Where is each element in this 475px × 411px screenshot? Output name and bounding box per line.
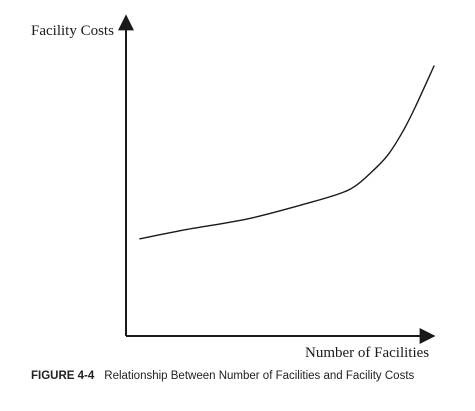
x-axis-label: Number of Facilities (305, 345, 430, 361)
figure-caption: FIGURE 4-4 Relationship Between Number of… (31, 369, 431, 384)
series-line-0 (139, 65, 435, 240)
figure-caption-text: Relationship Between Number of Facilitie… (104, 370, 415, 382)
y-axis-label: Facility Costs (31, 23, 114, 39)
figure-number: FIGURE 4-4 (31, 370, 95, 382)
series-layer (139, 65, 435, 240)
